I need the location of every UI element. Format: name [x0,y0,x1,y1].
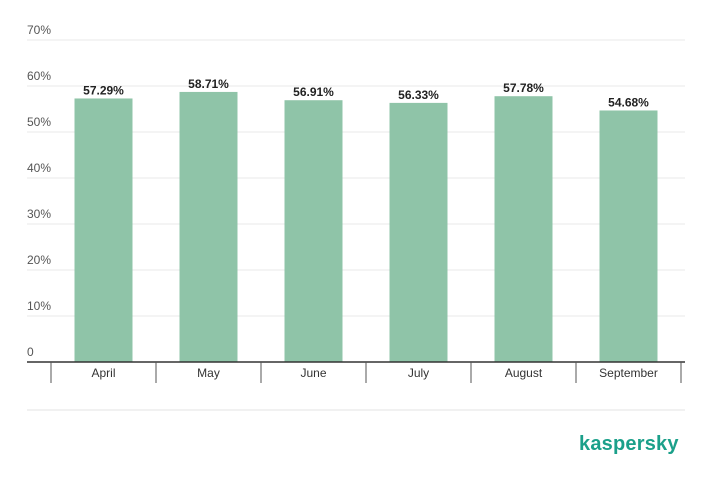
value-label: 56.91% [293,85,334,99]
value-label: 57.29% [83,83,124,97]
x-tick-label: May [197,366,220,380]
y-tick-label: 40% [27,161,51,175]
bar-may [179,91,238,363]
x-tick-label: August [505,366,543,380]
x-tick-label: September [599,366,658,380]
bar-september [599,110,658,362]
bar-april [74,98,133,362]
bar-july [389,102,448,362]
x-tick-label: July [408,366,429,380]
bars: 57.29% 58.71% 56.91% 56.33% 57.78% 54.68% [74,77,658,363]
y-tick-label: 60% [27,69,51,83]
kaspersky-logo: kaspersky [579,433,679,455]
y-tick-label: 70% [27,23,51,37]
x-tick-label: April [91,366,115,380]
value-label: 56.33% [398,88,439,102]
value-label: 58.71% [188,77,229,91]
y-tick-label: 10% [27,299,51,313]
value-label: 57.78% [503,81,544,95]
value-label: 54.68% [608,95,649,109]
y-tick-label: 0 [27,345,34,359]
y-tick-label: 30% [27,207,51,221]
x-tick-label: June [300,366,326,380]
y-tick-label: 20% [27,253,51,267]
x-axis: April May June July August September [27,361,685,383]
y-axis-ticks: 0 10% 20% 30% 40% 50% 60% 70% [27,23,51,359]
bar-june [284,100,343,363]
gridlines [27,39,685,317]
bar-august [494,96,553,362]
y-tick-label: 50% [27,115,51,129]
